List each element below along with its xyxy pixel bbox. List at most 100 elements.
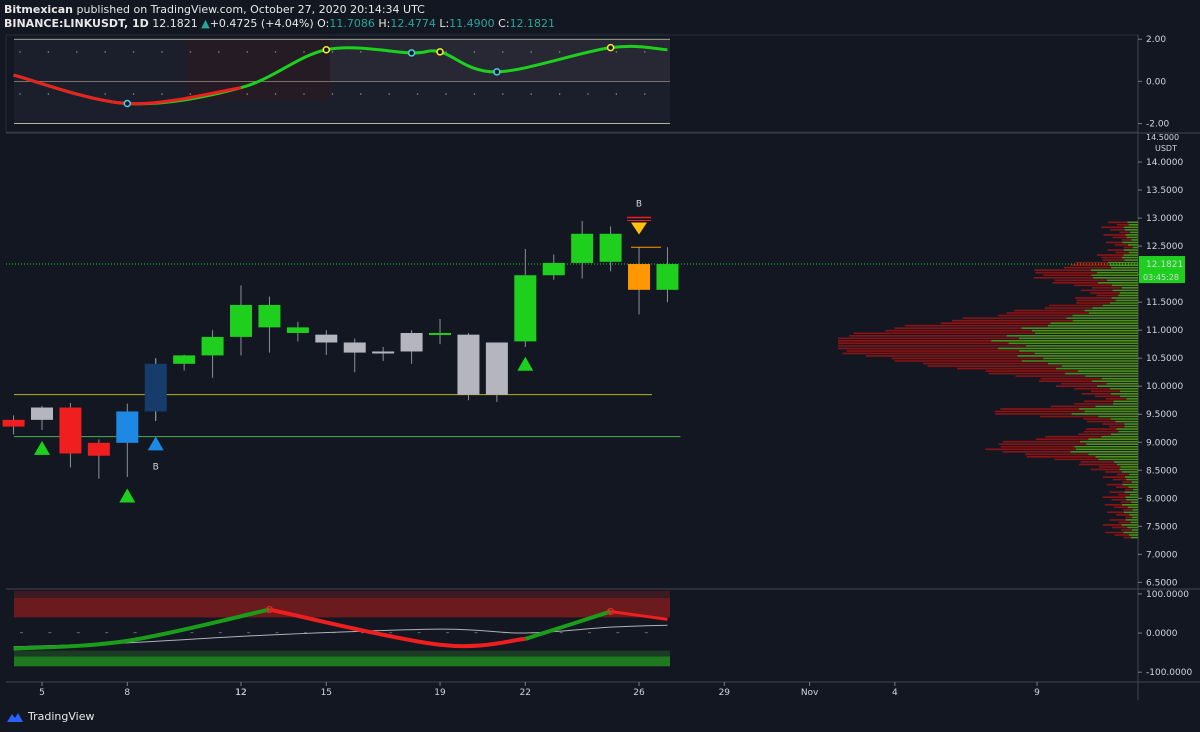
- candle-body: [144, 363, 167, 412]
- candle-body: [201, 336, 224, 356]
- volume-profile: [838, 221, 1138, 539]
- osc-dot: [104, 51, 106, 53]
- osc-dot: [388, 93, 391, 95]
- candle-body: [59, 407, 82, 454]
- price-axis-label: 9.5000: [1146, 410, 1178, 420]
- bot-marker: [265, 605, 274, 614]
- time-axis-label: 22: [520, 688, 531, 698]
- candle-body: [372, 351, 395, 354]
- signal-label: B: [153, 462, 159, 472]
- osc-dot: [218, 51, 220, 53]
- bot-axis-label: 0.0000: [1146, 629, 1178, 639]
- osc-dot: [189, 93, 192, 95]
- bot-marker: [606, 607, 615, 616]
- osc-dot: [47, 93, 50, 95]
- osc-dot: [246, 93, 248, 95]
- candle-body: [87, 442, 110, 456]
- bot-line-up2: [524, 609, 612, 641]
- bot-axis-label: -100.0000: [1146, 668, 1192, 678]
- close-label: C:: [498, 17, 510, 30]
- candle-body: [656, 264, 679, 290]
- signal-up-icon: [147, 436, 164, 451]
- ob-zone: [14, 597, 670, 618]
- price-axis-label: 14.0000: [1146, 158, 1183, 168]
- candle-body: [116, 411, 139, 443]
- osc-dot: [360, 51, 362, 53]
- footer-brand-text: TradingView: [28, 710, 95, 723]
- osc-marker: [436, 48, 444, 56]
- osc-dot: [19, 93, 21, 95]
- price-axis-label: 8.5000: [1146, 466, 1178, 476]
- osc-dot: [303, 51, 305, 53]
- price-axis-label: 11.5000: [1146, 298, 1183, 308]
- candle-body: [230, 304, 253, 337]
- price-axis-label: 6.5000: [1146, 578, 1178, 588]
- price-axis-label: 13.5000: [1146, 186, 1183, 196]
- candle-body: [2, 419, 25, 427]
- candle-body: [173, 355, 196, 364]
- osc-band-red: [186, 39, 330, 101]
- osc-dot: [416, 93, 419, 95]
- candle-body: [514, 275, 537, 342]
- ob-zone-outer: [14, 590, 670, 598]
- symbol-label[interactable]: BINANCE:LINKUSDT, 1D: [4, 17, 149, 30]
- os-zone: [14, 656, 670, 667]
- osc-dot: [473, 51, 476, 53]
- time-axis-label: 15: [321, 688, 332, 698]
- osc-dot: [445, 93, 447, 95]
- publisher-name[interactable]: Bitmexican: [4, 3, 73, 16]
- countdown-badge: [1139, 270, 1185, 284]
- osc-dot: [189, 51, 192, 53]
- osc-dot: [587, 93, 589, 95]
- price-axis-label: 10.5000: [1146, 354, 1183, 364]
- price-axis-label: 7.5000: [1146, 522, 1178, 532]
- candle-body: [599, 233, 622, 262]
- candle-body: [258, 304, 281, 328]
- time-axis-label: 26: [633, 688, 645, 698]
- bot-axis-label: 100.0000: [1146, 590, 1189, 600]
- time-axis-label: 5: [39, 688, 45, 698]
- osc-marker: [606, 43, 615, 52]
- osc-dot: [360, 93, 362, 95]
- change-value: +0.4725 (+4.04%): [209, 17, 314, 30]
- price-axis-label: 8.0000: [1146, 494, 1178, 504]
- time-axis-label: 9: [1034, 688, 1040, 698]
- osc-dot: [331, 93, 334, 95]
- time-axis-label: Nov: [801, 688, 819, 698]
- candle-body: [457, 334, 480, 395]
- osc-dot: [502, 93, 504, 95]
- signal-up-icon: [34, 440, 50, 455]
- time-axis-label: 8: [124, 688, 130, 698]
- osc-marker: [123, 99, 132, 108]
- ohlc-legend: BINANCE:LINKUSDT, 1D 12.1821 ▲+0.4725 (+…: [4, 17, 555, 30]
- osc-dot: [615, 93, 618, 95]
- candle-body: [286, 327, 309, 333]
- time-axis-label: 12: [235, 688, 246, 698]
- osc-dot: [161, 93, 163, 95]
- candle-body: [485, 342, 508, 395]
- osc-dot: [274, 51, 277, 53]
- osc-axis-label: 2.00: [1146, 35, 1166, 45]
- current-price-label: 12.1821: [1146, 260, 1183, 270]
- osc-dot: [104, 93, 106, 95]
- osc-dot: [644, 93, 646, 95]
- osc-dot: [303, 93, 305, 95]
- open-label: O:: [317, 17, 330, 30]
- osc-dot: [558, 51, 561, 53]
- osc-dot: [530, 51, 532, 53]
- candle-body: [343, 342, 366, 353]
- osc-dot: [246, 51, 248, 53]
- osc-dot: [502, 51, 504, 53]
- price-axis-label: 7.0000: [1146, 550, 1178, 560]
- high-value: 12.4774: [390, 17, 436, 30]
- price-axis-label: 11.0000: [1146, 326, 1183, 336]
- unit-badge: USDT: [1155, 144, 1177, 153]
- signal-up-icon: [517, 356, 534, 371]
- osc-dot: [615, 51, 618, 53]
- price-axis-label: 10.0000: [1146, 382, 1183, 392]
- candle-body: [429, 332, 452, 335]
- price-axis-label: 12.5000: [1146, 242, 1183, 252]
- publish-info: Bitmexican published on TradingView.com,…: [4, 3, 425, 16]
- osc-dot: [331, 51, 334, 53]
